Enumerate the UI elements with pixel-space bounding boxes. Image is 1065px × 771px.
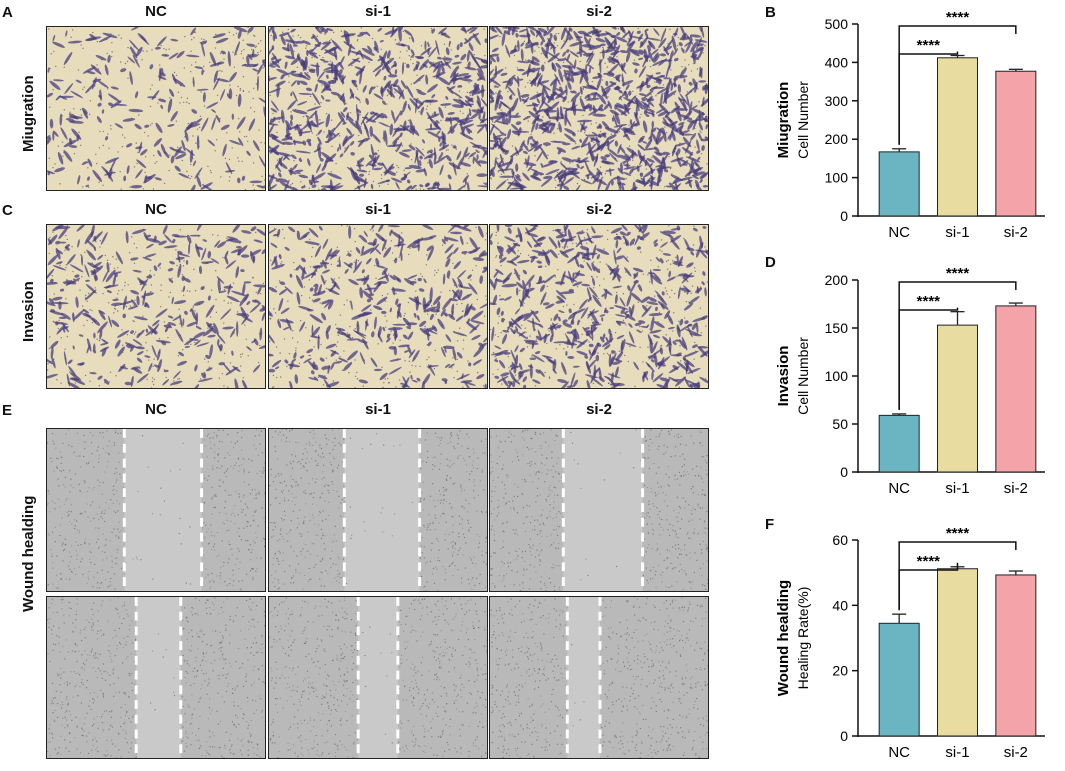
x-tick-label: NC: [888, 224, 910, 241]
significance-label: ****: [917, 37, 941, 54]
y-axis-label-units: Cell Number: [795, 337, 811, 415]
y-axis-label-measure: Invasion: [775, 346, 792, 407]
wound-image-si2-0h: [489, 428, 709, 592]
y-tick-label: 200: [825, 272, 849, 288]
bar-si1: [938, 58, 978, 216]
y-tick-label: 50: [832, 416, 848, 432]
significance-label: ****: [946, 9, 970, 26]
significance-label: ****: [917, 553, 941, 570]
panel-letter-a: A: [2, 4, 13, 21]
y-tick-label: 60: [832, 532, 848, 548]
row-label-migration: Miugration: [20, 75, 37, 152]
column-title-si1-c: si-1: [268, 201, 488, 218]
bar-si1: [938, 325, 978, 472]
y-tick-label: 150: [825, 320, 849, 336]
panel-letter-e: E: [2, 402, 12, 419]
row-label-invasion: Invasion: [20, 281, 37, 342]
column-title-si2-e: si-2: [489, 401, 709, 418]
y-axis-label-measure: Wound healding: [775, 580, 792, 696]
x-tick-label: NC: [888, 744, 910, 761]
x-tick-label: si-2: [1004, 224, 1028, 241]
significance-label: ****: [917, 293, 941, 310]
y-tick-label: 500: [825, 16, 849, 32]
significance-label: ****: [946, 525, 970, 542]
y-tick-label: 300: [825, 93, 849, 109]
panel-letter-c: C: [2, 202, 13, 219]
y-tick-label: 400: [825, 54, 849, 70]
x-tick-label: NC: [888, 480, 910, 497]
y-tick-label: 0: [840, 464, 848, 480]
x-tick-label: si-1: [945, 744, 969, 761]
column-title-nc-e: NC: [46, 401, 266, 418]
wound-image-si1-0h: [268, 428, 488, 592]
y-axis-label-units: Cell Number: [795, 81, 811, 159]
bar-si2: [996, 71, 1036, 216]
x-tick-label: si-1: [945, 224, 969, 241]
bar-si1: [938, 569, 978, 736]
column-title-si1-e: si-1: [268, 401, 488, 418]
bar-nc: [879, 623, 919, 736]
y-tick-label: 100: [825, 170, 849, 186]
invasion-image-si2: [489, 224, 709, 389]
column-title-nc-a: NC: [46, 3, 266, 20]
row-label-wound-healing: Wound healding: [20, 496, 37, 612]
x-tick-label: si-2: [1004, 480, 1028, 497]
y-tick-label: 200: [825, 131, 849, 147]
y-axis-label-units: Healing Rate(%): [795, 587, 811, 690]
x-tick-label: si-2: [1004, 744, 1028, 761]
migration-image-si1: [268, 26, 488, 191]
wound-image-si2-later: [489, 596, 709, 759]
migration-image-si2: [489, 26, 709, 191]
bar-nc: [879, 415, 919, 472]
y-tick-label: 0: [840, 728, 848, 744]
y-tick-label: 40: [832, 597, 848, 613]
bar-si2: [996, 575, 1036, 736]
column-title-nc-c: NC: [46, 201, 266, 218]
migration-image-nc: [46, 26, 266, 191]
column-title-si1-a: si-1: [268, 3, 488, 20]
bar-nc: [879, 152, 919, 216]
invasion-image-si1: [268, 224, 488, 389]
wound-image-si1-later: [268, 596, 488, 759]
y-axis-label-measure: Miugration: [775, 82, 792, 159]
y-tick-label: 20: [832, 663, 848, 679]
significance-label: ****: [946, 265, 970, 282]
column-title-si2-a: si-2: [489, 3, 709, 20]
invasion-image-nc: [46, 224, 266, 389]
wound-image-nc-later: [46, 596, 266, 759]
column-title-si2-c: si-2: [489, 201, 709, 218]
x-tick-label: si-1: [945, 480, 969, 497]
y-tick-label: 0: [840, 208, 848, 224]
panel-letter-d: D: [765, 254, 776, 271]
bar-si2: [996, 306, 1036, 472]
wound-image-nc-0h: [46, 428, 266, 592]
y-tick-label: 100: [825, 368, 849, 384]
